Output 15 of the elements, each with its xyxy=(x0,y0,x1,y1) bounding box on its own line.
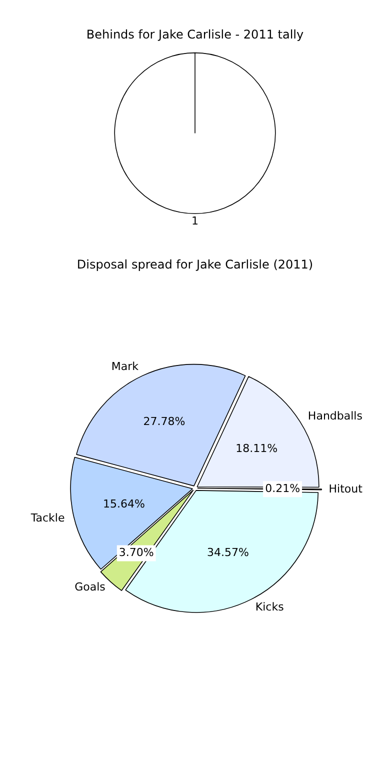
slice-label: Kicks xyxy=(255,600,284,614)
data-label: 18.11% xyxy=(236,442,278,455)
data-label: 3.70% xyxy=(118,546,154,560)
chart-title: Behinds for Jake Carlisle - 2011 tally xyxy=(86,27,304,42)
slice-label: Mark xyxy=(111,360,140,373)
slice-label: Handballs xyxy=(308,409,363,422)
slice-label: Goals xyxy=(74,580,106,594)
data-label: 0.21% xyxy=(265,482,300,495)
data-label: 27.78% xyxy=(143,414,186,428)
data-label: 34.57% xyxy=(206,546,249,560)
slice-label: Hitout xyxy=(328,482,364,496)
slice-label: Tackle xyxy=(30,511,65,524)
chart-title: Disposal spread for Jake Carlisle (2011) xyxy=(76,257,314,272)
slice-label: 1 xyxy=(192,214,198,228)
data-label: 15.64% xyxy=(102,498,145,511)
